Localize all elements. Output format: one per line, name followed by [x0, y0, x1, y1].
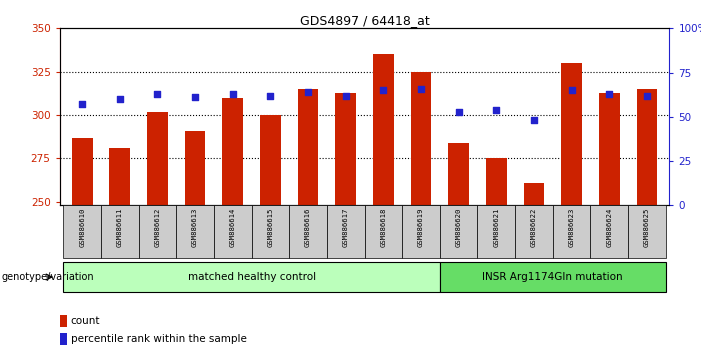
Point [152, 91, 163, 97]
Bar [402, 205, 440, 258]
Text: GSM886619: GSM886619 [418, 208, 424, 247]
Bar [373, 55, 394, 205]
Text: GSM886620: GSM886620 [456, 208, 462, 247]
Point [453, 109, 464, 114]
Bar [411, 72, 431, 205]
Text: GSM886615: GSM886615 [267, 208, 273, 247]
Point [529, 118, 540, 123]
Bar [176, 205, 214, 258]
Bar [139, 205, 176, 258]
Bar [562, 63, 582, 205]
Bar [628, 205, 666, 258]
Point [491, 107, 502, 113]
Bar [298, 89, 318, 205]
Point [114, 96, 125, 102]
Text: GSM886621: GSM886621 [494, 208, 499, 247]
Bar [440, 205, 477, 258]
Point [604, 91, 615, 97]
Text: matched healthy control: matched healthy control [188, 272, 315, 282]
Point [189, 95, 200, 100]
Bar [252, 205, 290, 258]
Bar [72, 138, 93, 205]
Bar [524, 183, 544, 205]
Point [416, 86, 427, 91]
Text: genotype/variation: genotype/variation [1, 272, 94, 282]
Bar [327, 205, 365, 258]
Bar [590, 205, 628, 258]
Bar [222, 98, 243, 205]
Bar [147, 112, 168, 205]
Bar [477, 205, 515, 258]
Text: GSM886614: GSM886614 [230, 208, 236, 247]
Bar [553, 205, 590, 258]
Point [641, 93, 653, 98]
Bar [515, 205, 553, 258]
Bar [365, 205, 402, 258]
Text: GSM886618: GSM886618 [381, 208, 386, 247]
Bar [60, 315, 67, 327]
Point [76, 102, 88, 107]
Bar [63, 205, 101, 258]
Bar [214, 205, 252, 258]
Text: GSM886612: GSM886612 [154, 208, 161, 247]
Bar [486, 159, 507, 205]
Text: GSM886616: GSM886616 [305, 208, 311, 247]
Bar [448, 143, 469, 205]
Bar [185, 131, 205, 205]
Bar [637, 89, 658, 205]
Text: GSM886624: GSM886624 [606, 208, 612, 247]
Point [378, 87, 389, 93]
Point [340, 93, 351, 98]
Point [265, 93, 276, 98]
Text: GSM886617: GSM886617 [343, 208, 348, 247]
Point [302, 89, 313, 95]
Bar [599, 92, 620, 205]
Text: count: count [71, 316, 100, 326]
Point [227, 91, 238, 97]
Bar [440, 262, 666, 292]
Text: GSM886623: GSM886623 [569, 208, 575, 247]
Bar [60, 333, 67, 345]
Bar [335, 92, 356, 205]
Text: percentile rank within the sample: percentile rank within the sample [71, 334, 247, 344]
Text: INSR Arg1174Gln mutation: INSR Arg1174Gln mutation [482, 272, 623, 282]
Bar [101, 205, 139, 258]
Text: GSM886611: GSM886611 [117, 208, 123, 247]
Bar [109, 148, 130, 205]
Bar [63, 262, 440, 292]
Bar [260, 115, 281, 205]
Text: GSM886622: GSM886622 [531, 208, 537, 247]
Bar [290, 205, 327, 258]
Text: GSM886613: GSM886613 [192, 208, 198, 247]
Title: GDS4897 / 64418_at: GDS4897 / 64418_at [299, 14, 430, 27]
Text: GSM886625: GSM886625 [644, 208, 650, 247]
Text: GSM886610: GSM886610 [79, 208, 86, 247]
Point [566, 87, 577, 93]
